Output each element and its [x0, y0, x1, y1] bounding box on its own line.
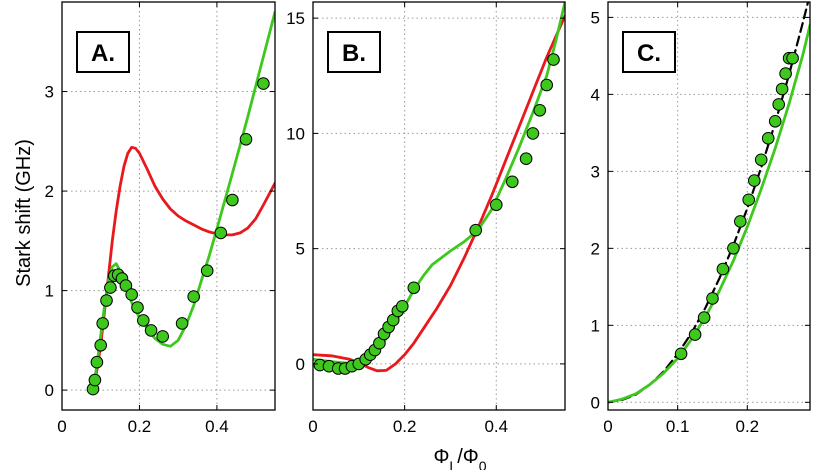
x-axis-title: ΦL/Φ0 — [433, 446, 486, 470]
panel-a-data-point — [96, 317, 109, 330]
panel-a-red-theory-line — [91, 145, 275, 392]
panel-a-data-point — [257, 77, 270, 90]
panel-c-data-point — [775, 82, 789, 96]
panel-b-data-point — [490, 198, 503, 212]
panel-c-y-tick-label: 3 — [591, 162, 600, 181]
panel-c-y-tick-label: 0 — [591, 393, 600, 412]
panel-a-data-point — [144, 324, 158, 337]
panel-a-data-point — [131, 301, 144, 314]
panel-c: 0 0.1 0.2 0 1 2 3 4 5 C. — [591, 1, 811, 436]
panel-b-label: B. — [342, 40, 366, 67]
panel-b-data-point — [540, 78, 554, 92]
panel-c-x-tick-label: 0.1 — [666, 417, 690, 436]
panel-b: 0 0.2 0.4 0 5 10 15 B. — [286, 1, 566, 436]
panel-c-data-point — [727, 242, 740, 255]
panel-a-data-point — [239, 133, 253, 146]
panel-b-data-point — [519, 152, 533, 165]
panel-a-y-tick-label: 0 — [45, 381, 54, 400]
panel-a-data-point — [200, 264, 214, 278]
panel-c-data-point — [674, 347, 688, 361]
panel-a-data-point — [175, 317, 189, 330]
panel-c-data-point — [786, 51, 799, 65]
panel-b-y-tick-label: 5 — [296, 240, 305, 259]
panel-a-data-point — [137, 314, 150, 327]
panel-c-data-point — [706, 292, 719, 305]
panel-c-y-tick-label: 4 — [591, 85, 600, 104]
panel-a-y-tick-label: 2 — [45, 182, 54, 201]
panel-b-x-tick-label: 0 — [308, 417, 317, 436]
panel-a-x-tick-label: 0.2 — [128, 417, 152, 436]
panel-b-y-tick-label: 0 — [296, 355, 305, 374]
panel-c-data-point — [716, 262, 730, 276]
panel-a-data-point — [100, 294, 113, 307]
panel-a-frame — [61, 1, 276, 411]
panel-c-data-point — [734, 215, 747, 228]
panel-c-data-point — [754, 153, 768, 167]
panel-b-frame — [312, 1, 566, 411]
panel-b-data-point — [526, 127, 540, 140]
panel-a-label: A. — [91, 40, 115, 67]
panel-a-data-point — [156, 330, 169, 343]
panel-c-y-tick-label: 1 — [591, 316, 600, 335]
panel-a-data-point — [125, 288, 138, 301]
panel-a-data-point — [214, 226, 228, 240]
panel-a-data-point — [94, 339, 107, 352]
panel-c-data-point — [697, 311, 711, 324]
panel-c-data-point — [688, 328, 702, 341]
panel-c-data-point — [761, 132, 775, 145]
panel-a-x-tick-label: 0.4 — [205, 417, 229, 436]
panel-c-green-theory-line — [608, 23, 810, 404]
y-axis-title: Stark shift (GHz) — [13, 139, 35, 287]
panel-a-data-point — [226, 193, 239, 207]
panel-a-data-point — [187, 290, 200, 303]
panel-c-frame — [607, 1, 811, 411]
panel-a-y-tick-label: 3 — [45, 83, 54, 102]
panel-c-label-box — [622, 31, 676, 73]
panel-a-data-point — [90, 355, 104, 369]
panel-b-x-tick-label: 0.2 — [393, 417, 417, 436]
panel-b-label-box — [327, 31, 381, 73]
panel-c-x-tick-label: 0.2 — [735, 417, 759, 436]
panel-a-y-tick-label: 1 — [45, 282, 54, 301]
panel-c-data-point — [748, 174, 761, 187]
panel-c-data-point — [779, 67, 792, 80]
panel-b-x-tick-label: 0.4 — [484, 417, 508, 436]
panel-b-data-point — [469, 223, 483, 237]
panel-b-data-point — [506, 175, 519, 189]
panel-b-data-point — [533, 104, 547, 117]
panel-c-x-tick-label: 0 — [603, 417, 612, 436]
panel-c-data-point — [768, 115, 782, 128]
panel-b-data-point — [547, 53, 560, 66]
panel-c-label: C. — [637, 40, 661, 67]
panel-b-y-tick-label: 15 — [286, 9, 305, 28]
panel-c-data-point — [742, 193, 756, 207]
panel-b-y-tick-label: 10 — [286, 124, 305, 143]
panel-a-x-tick-label: 0 — [57, 417, 66, 436]
panel-a: 0 0.2 0.4 0 1 2 3 A. — [45, 1, 276, 436]
panel-c-y-tick-label: 5 — [591, 8, 600, 27]
panel-b-data-point — [396, 300, 409, 313]
panel-c-data-point — [772, 98, 786, 111]
panel-a-green-theory-line — [91, 10, 275, 392]
panel-a-data-point — [119, 279, 133, 292]
panel-a-data-point — [88, 373, 102, 387]
panel-c-y-tick-label: 2 — [591, 239, 600, 258]
panel-b-data-point — [407, 281, 421, 295]
panel-a-data-point — [104, 281, 117, 294]
panel-a-label-box — [76, 31, 130, 73]
